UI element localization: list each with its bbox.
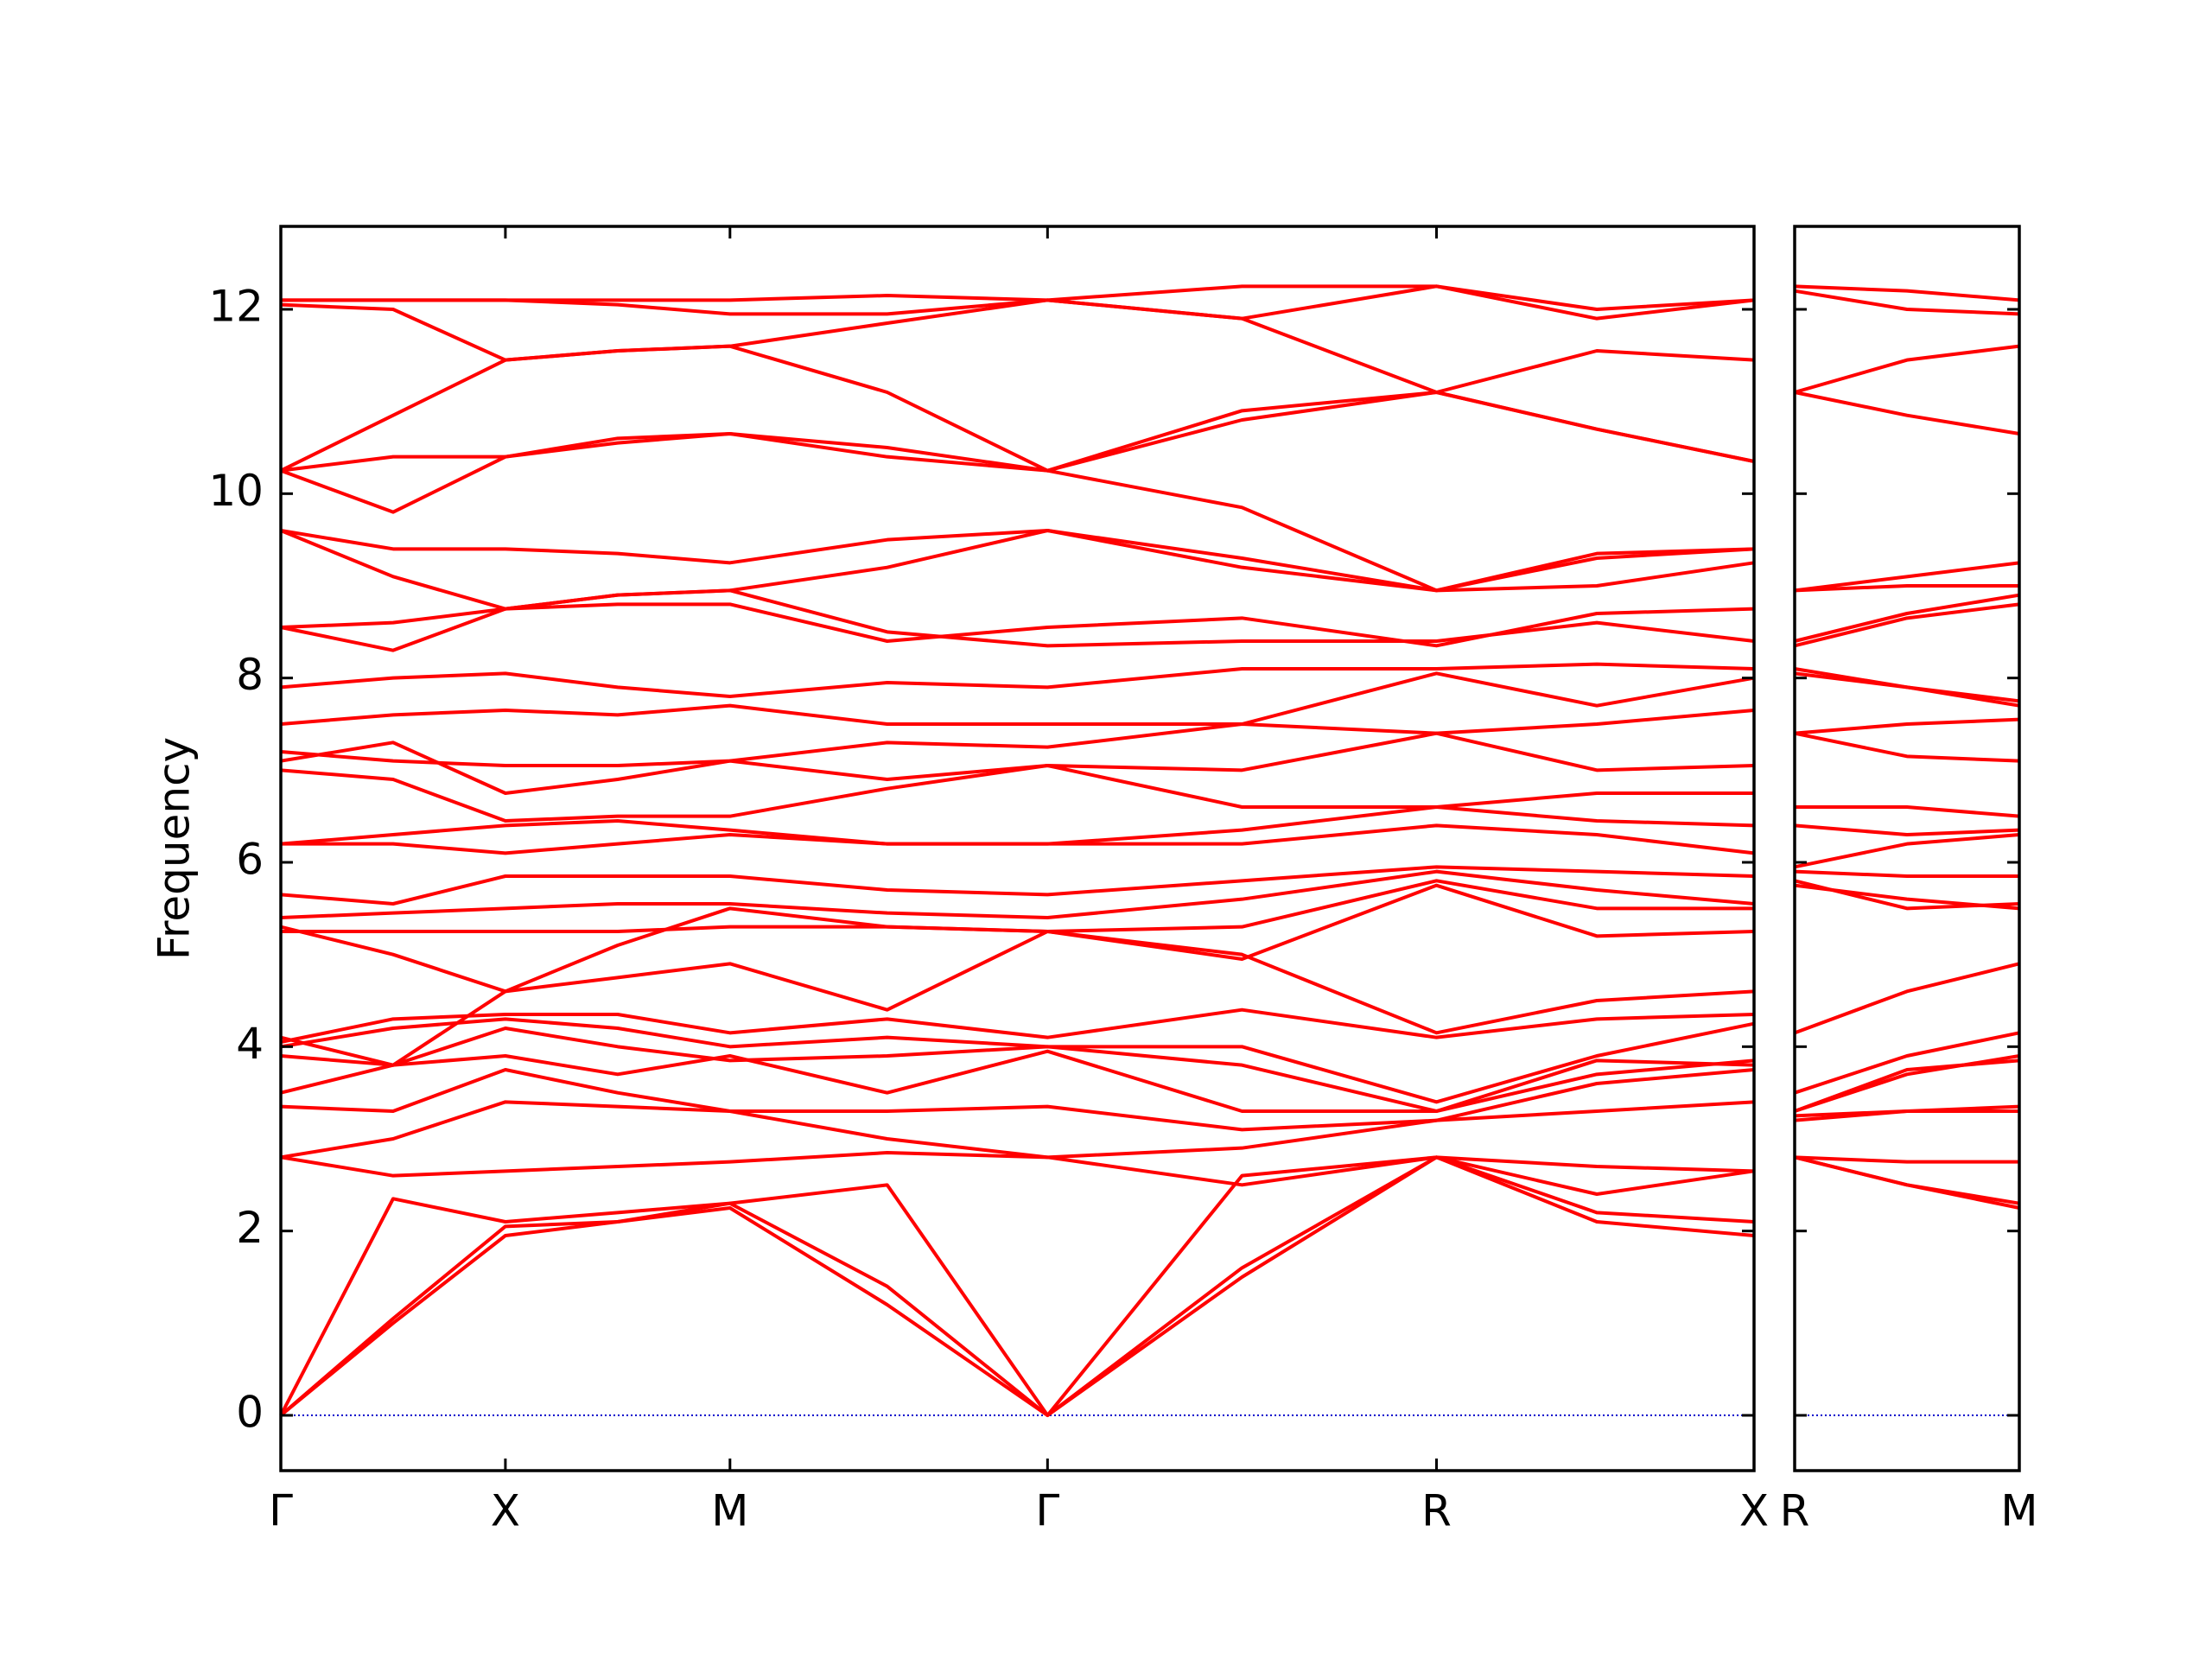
band-line (1794, 1155, 2019, 1164)
band-line (280, 1049, 1755, 1113)
band-line (1794, 833, 2020, 869)
band-line (1794, 391, 2020, 435)
band-line (280, 662, 1755, 698)
band-line (1794, 593, 2020, 643)
x-tick-label: X (1739, 1486, 1769, 1536)
band-line (1794, 1155, 2020, 1205)
band-line (1794, 561, 2020, 593)
band-line (279, 1155, 1755, 1417)
band-line (279, 1155, 1755, 1417)
band-line (1794, 1058, 2020, 1113)
band-line (280, 1100, 1755, 1160)
band-line (280, 1151, 1755, 1187)
band-line (1794, 1031, 2020, 1095)
x-tick-label: X (491, 1486, 520, 1536)
band-line (280, 1017, 1755, 1104)
band-line (1794, 823, 2020, 836)
band-line (280, 805, 1755, 846)
band-line (1794, 289, 2020, 316)
x-tick-label: M (2000, 1486, 2037, 1536)
y-tick-label: 2 (236, 1203, 264, 1253)
y-tick-label: 4 (236, 1019, 264, 1069)
x-tick-label: R (1780, 1486, 1810, 1536)
y-tick-label: 0 (236, 1388, 264, 1438)
band-line (280, 731, 1755, 795)
x-tick-label: Γ (269, 1486, 293, 1536)
y-tick-label: 6 (236, 835, 264, 885)
band-line (280, 349, 1755, 473)
band-line (1794, 962, 2020, 1035)
band-line (1794, 667, 2020, 708)
x-tick-label: M (711, 1486, 748, 1536)
band-line (1794, 284, 2020, 302)
band-line (280, 764, 1754, 823)
band-line (280, 1027, 1755, 1113)
y-axis-label: Frequency (149, 737, 200, 960)
band-line (1794, 584, 2019, 593)
band-line (1794, 344, 2020, 394)
y-tick-label: 8 (236, 650, 264, 700)
band-line (280, 709, 1755, 767)
band-line (281, 823, 1755, 855)
band-line (280, 432, 1755, 593)
y-tick-label: 10 (208, 466, 264, 516)
band-line (279, 1155, 1755, 1417)
band-line (280, 344, 1755, 473)
band-line (280, 930, 1755, 1067)
band-line (1794, 879, 2020, 911)
band-line (280, 529, 1755, 593)
band-line (281, 284, 1755, 321)
band-line (1794, 602, 2020, 648)
band-line (280, 588, 1755, 652)
band-line (280, 879, 1754, 994)
plot-frame (1793, 225, 2021, 1472)
plot-frame (279, 225, 1756, 1472)
band-line (1795, 805, 2020, 818)
band-line (280, 869, 1755, 919)
band-line (280, 671, 1755, 726)
y-tick-label: 12 (208, 282, 264, 332)
band-line (1794, 869, 2019, 878)
band-line (280, 284, 1755, 362)
x-tick-label: Γ (1035, 1486, 1059, 1536)
x-tick-label: R (1421, 1486, 1452, 1536)
band-line (280, 865, 1755, 906)
band-line (1794, 717, 2020, 735)
band-line (1794, 731, 2020, 763)
band-line (281, 294, 1755, 463)
band-line (280, 529, 1755, 611)
band-line (1794, 1054, 2020, 1113)
band-line (1794, 1104, 2020, 1118)
band-line (280, 1068, 1755, 1132)
